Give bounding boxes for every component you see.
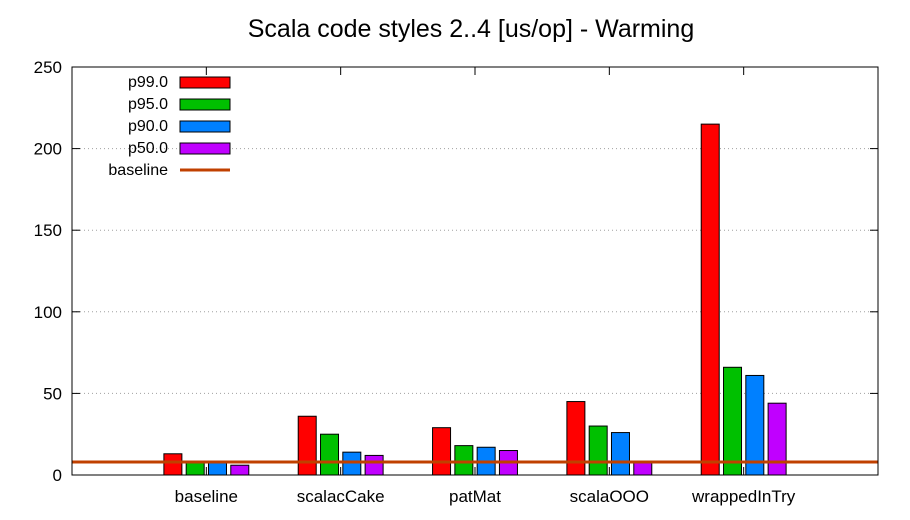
legend-swatch (179, 76, 231, 89)
bar-p50.0-baseline (230, 464, 250, 476)
legend-swatch (179, 142, 231, 155)
legend-item: p99.0 (128, 74, 231, 91)
y-tick-label: 100 (34, 303, 62, 322)
bar-p99.0-scalacCake (297, 415, 317, 476)
grid-lines (72, 148, 878, 394)
bar-p95.0-scalaOOO (588, 425, 608, 476)
x-tick-label: patMat (449, 487, 501, 506)
x-tick-label: scalaOOO (570, 487, 649, 506)
y-tick-label: 200 (34, 140, 62, 159)
y-tick-label: 0 (53, 466, 62, 485)
legend-item: p90.0 (128, 118, 231, 135)
legend-label: p90.0 (128, 118, 168, 135)
x-axis-ticks: baseline scalacCake patMat scalaOOO wrappedI… (175, 67, 796, 506)
bar-p99.0-wrappedInTry (700, 123, 720, 476)
bar-p90.0-wrappedInTry (745, 374, 765, 476)
legend-swatch (179, 120, 231, 133)
legend-item: p95.0 (128, 96, 231, 113)
legend-label: p99.0 (128, 74, 168, 91)
bar-p90.0-baseline (207, 461, 227, 476)
bar-p50.0-scalaOOO (633, 461, 653, 476)
legend-label: p95.0 (128, 96, 168, 113)
legend-swatch (179, 98, 231, 111)
bar-p90.0-scalacCake (342, 451, 362, 476)
legend: p99.0 p95.0 p90.0 p50.0 baseline (108, 74, 231, 179)
legend-item: p50.0 (128, 140, 231, 157)
legend-label: baseline (108, 162, 168, 179)
bar-p90.0-scalaOOO (610, 432, 630, 476)
y-tick-label: 250 (34, 58, 62, 77)
bar-p50.0-scalacCake (364, 454, 384, 476)
bar-p50.0-wrappedInTry (767, 402, 787, 476)
y-tick-label: 150 (34, 221, 62, 240)
bar-p99.0-scalaOOO (566, 401, 586, 476)
x-tick-label: wrappedInTry (691, 487, 796, 506)
legend-item: baseline (108, 162, 230, 179)
y-axis-ticks: 0 50 100 150 200 250 (34, 58, 878, 485)
x-tick-label: baseline (175, 487, 238, 506)
bars (163, 123, 787, 476)
bar-p95.0-scalacCake (320, 433, 340, 476)
y-tick-label: 50 (43, 384, 62, 403)
bar-p95.0-wrappedInTry (723, 366, 743, 476)
bar-p95.0-baseline (185, 461, 205, 476)
bar-p99.0-baseline (163, 453, 183, 476)
x-tick-label: scalacCake (297, 487, 385, 506)
bar-p95.0-patMat (454, 445, 474, 476)
bar-p99.0-patMat (432, 427, 452, 476)
legend-label: p50.0 (128, 140, 168, 157)
chart-title: Scala code styles 2..4 [us/op] - Warming (248, 15, 694, 43)
